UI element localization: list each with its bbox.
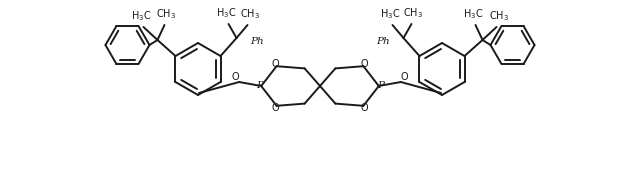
Text: O: O <box>272 103 280 113</box>
Text: $\mathregular{CH_3}$: $\mathregular{CH_3}$ <box>239 7 260 21</box>
Text: O: O <box>232 72 239 82</box>
Text: O: O <box>360 103 368 113</box>
Text: $\mathregular{CH_3}$: $\mathregular{CH_3}$ <box>403 6 424 20</box>
Text: Ph: Ph <box>250 37 264 47</box>
Text: $\mathregular{CH_3}$: $\mathregular{CH_3}$ <box>488 9 509 23</box>
Text: $\mathregular{H_3C}$: $\mathregular{H_3C}$ <box>463 7 484 21</box>
Text: O: O <box>401 72 408 82</box>
Text: P: P <box>256 81 262 89</box>
Text: $\mathregular{H_3C}$: $\mathregular{H_3C}$ <box>380 7 401 21</box>
Text: $\mathregular{H_3C}$: $\mathregular{H_3C}$ <box>131 9 152 23</box>
Text: P: P <box>378 81 384 89</box>
Text: $\mathregular{CH_3}$: $\mathregular{CH_3}$ <box>156 7 177 21</box>
Text: Ph: Ph <box>376 37 390 47</box>
Text: $\mathregular{H_3C}$: $\mathregular{H_3C}$ <box>216 6 237 20</box>
Text: O: O <box>360 59 368 69</box>
Text: O: O <box>272 59 280 69</box>
